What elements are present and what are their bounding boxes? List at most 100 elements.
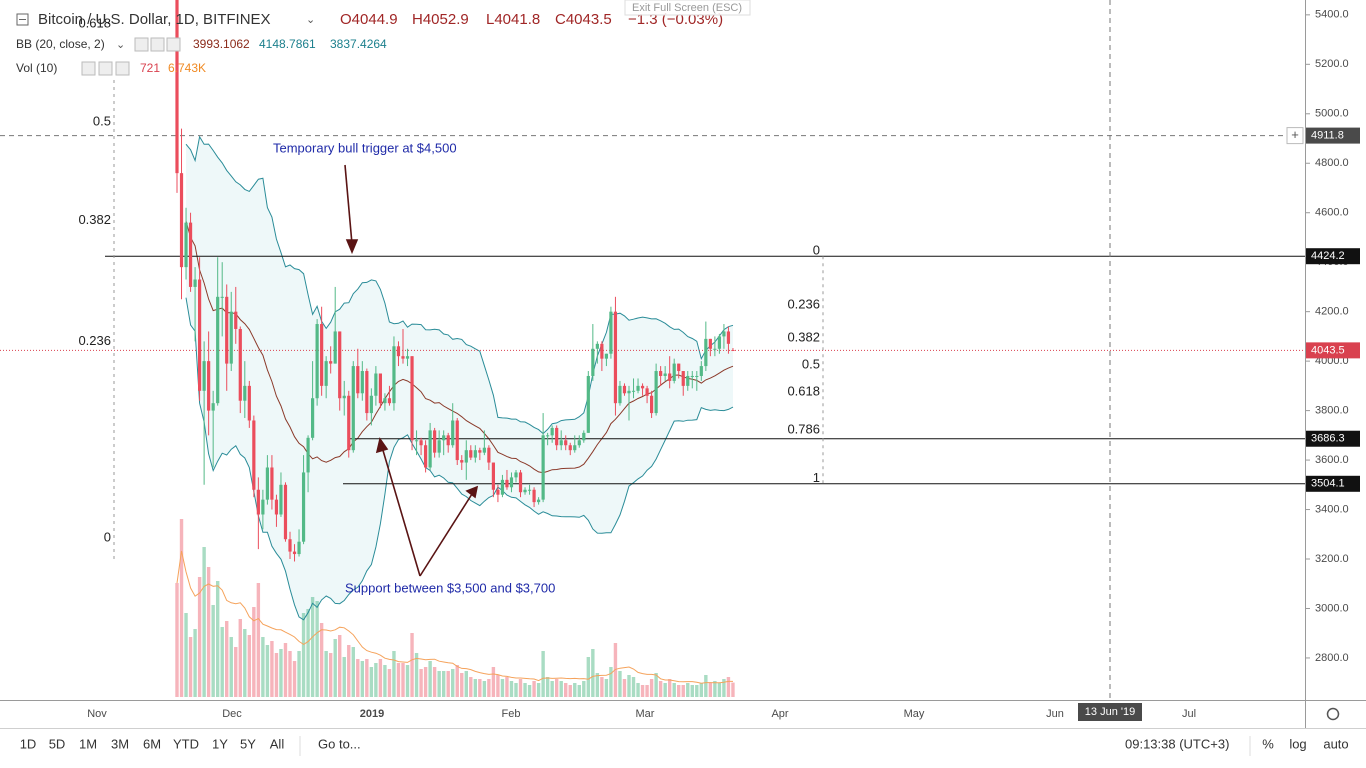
volume-bar	[699, 683, 704, 697]
candle-body	[256, 489, 260, 515]
candle-body	[659, 371, 663, 376]
exit-fullscreen[interactable]	[624, 0, 751, 16]
exit-fullscreen-label[interactable]: Exit Full Screen (ESC)	[632, 2, 742, 14]
candle-body	[640, 385, 645, 389]
arrow	[381, 446, 421, 577]
volume-bar	[378, 659, 383, 697]
volume-bar	[374, 663, 378, 697]
range-button[interactable]: 1D	[20, 736, 37, 751]
range-button[interactable]: All	[270, 736, 285, 751]
volume-bar	[568, 685, 572, 697]
volume-bar	[505, 677, 509, 697]
volume-bar	[469, 677, 473, 697]
volume-bar	[509, 681, 514, 697]
level-price-label-bg	[1306, 430, 1360, 447]
candle-body	[622, 385, 627, 394]
range-button[interactable]: 1M	[79, 736, 97, 751]
range-button[interactable]: YTD	[173, 736, 199, 751]
range-button[interactable]: 5D	[49, 736, 66, 751]
range-button[interactable]: 3M	[111, 736, 129, 751]
candle-body	[604, 353, 608, 359]
settings-button[interactable]	[150, 37, 165, 52]
candle-body	[631, 390, 636, 392]
y-tick-label: 3800.0	[1315, 405, 1349, 417]
volume-bar	[726, 677, 731, 697]
dropdown-chevron[interactable]: ⌄	[306, 14, 315, 26]
volume-bar	[360, 661, 365, 697]
volume-bar	[491, 667, 496, 697]
volume-bar	[667, 679, 672, 697]
candle-body	[229, 311, 233, 364]
range-button[interactable]: 1Y	[212, 736, 228, 751]
volume-bar	[387, 669, 392, 697]
candle-body	[202, 361, 206, 391]
volume-bar	[545, 677, 550, 697]
collapse-icon[interactable]	[16, 13, 29, 26]
add-alert-icon[interactable]: +	[1291, 127, 1299, 142]
candle-body	[225, 296, 229, 364]
eye-button[interactable]	[81, 61, 96, 76]
scale-option[interactable]: %	[1262, 736, 1274, 751]
candle-body	[301, 472, 306, 542]
volume-bar	[649, 679, 654, 697]
scale-option[interactable]: auto	[1323, 736, 1348, 751]
candle-body	[713, 348, 717, 350]
candle-body	[609, 311, 613, 354]
candle-body	[446, 435, 450, 446]
candle-body	[636, 385, 640, 391]
arrow-head	[465, 485, 479, 499]
volume-bar	[622, 679, 627, 697]
vol-value: 721	[140, 61, 160, 75]
goto-button[interactable]: Go to...	[318, 736, 361, 751]
candle-body	[695, 375, 699, 377]
volume-bar	[283, 643, 288, 697]
symbol-title[interactable]: Bitcoin / U.S. Dollar, 1D, BITFINEX	[38, 11, 271, 28]
candle-body	[207, 361, 211, 411]
volume-bar	[573, 683, 577, 697]
volume-bar	[274, 653, 279, 697]
candle-body	[699, 366, 703, 376]
last-price-label: 4043.5	[1311, 344, 1345, 356]
volume-bar	[306, 609, 310, 697]
add-alert-button[interactable]	[1286, 127, 1304, 145]
candle-body	[690, 375, 694, 377]
volume-bar	[464, 671, 468, 697]
candle-body	[487, 447, 491, 463]
dropdown-chevron[interactable]: ⌄	[116, 39, 125, 51]
volume-bar	[234, 647, 238, 697]
settings-button[interactable]	[98, 61, 113, 76]
candle-body	[351, 366, 355, 451]
volume-bar	[252, 607, 256, 697]
volume-bar	[347, 645, 351, 697]
candle-body	[613, 311, 618, 404]
y-tick-label: 5000.0	[1315, 108, 1349, 120]
range-button[interactable]: 6M	[143, 736, 161, 751]
candle-body	[654, 371, 658, 414]
volume-bar	[229, 637, 233, 697]
candle-body	[428, 430, 432, 468]
candle-body	[595, 343, 599, 349]
fib-level-label: 0.382	[78, 212, 111, 227]
volume-bar	[541, 651, 545, 697]
volume-bar	[536, 683, 541, 697]
y-tick-label: 3600.0	[1315, 454, 1349, 466]
volume-bar	[686, 683, 690, 697]
level-price-label-bg	[1306, 248, 1360, 265]
volume-bar	[188, 637, 193, 697]
y-tick-label: 4600.0	[1315, 207, 1349, 219]
volume-bar	[722, 679, 726, 697]
remove-button[interactable]	[166, 37, 181, 52]
volume-bar	[265, 645, 270, 697]
x-tick-label: Jun	[1046, 708, 1064, 720]
candle-body	[442, 435, 446, 441]
settings-gear[interactable]	[1326, 707, 1340, 721]
scale-option[interactable]: log	[1289, 736, 1306, 751]
x-tick-label: Jul	[1182, 708, 1196, 720]
eye-button[interactable]	[134, 37, 149, 52]
candle-body	[369, 395, 373, 414]
remove-button[interactable]	[115, 61, 130, 76]
candle-body	[378, 373, 382, 404]
candle-body	[677, 363, 681, 372]
range-button[interactable]: 5Y	[240, 736, 256, 751]
volume-bar	[175, 583, 179, 697]
